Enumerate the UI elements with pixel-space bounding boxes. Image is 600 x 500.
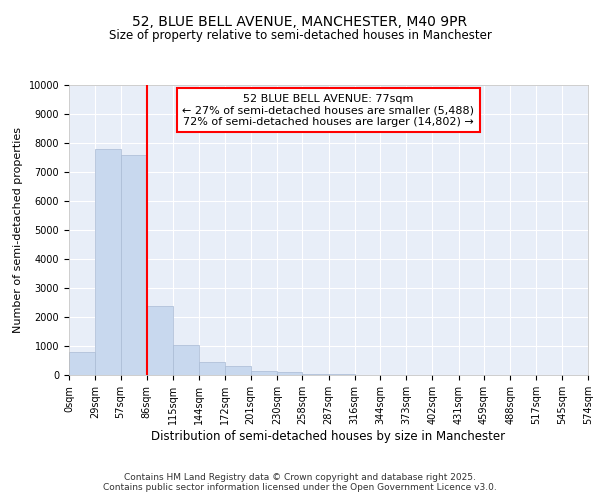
Bar — [302, 374, 329, 375]
Bar — [121, 154, 147, 375]
Bar — [147, 306, 173, 375]
Bar — [329, 374, 355, 375]
Bar — [173, 346, 199, 375]
Text: 52 BLUE BELL AVENUE: 77sqm
← 27% of semi-detached houses are smaller (5,488)
72%: 52 BLUE BELL AVENUE: 77sqm ← 27% of semi… — [182, 94, 475, 127]
Bar — [69, 352, 95, 375]
Bar — [199, 362, 224, 375]
X-axis label: Distribution of semi-detached houses by size in Manchester: Distribution of semi-detached houses by … — [151, 430, 506, 442]
Bar — [251, 371, 277, 375]
Text: Size of property relative to semi-detached houses in Manchester: Size of property relative to semi-detach… — [109, 30, 491, 43]
Bar — [224, 366, 251, 375]
Text: 52, BLUE BELL AVENUE, MANCHESTER, M40 9PR: 52, BLUE BELL AVENUE, MANCHESTER, M40 9P… — [133, 16, 467, 30]
Y-axis label: Number of semi-detached properties: Number of semi-detached properties — [13, 127, 23, 333]
Bar — [95, 149, 121, 375]
Bar — [277, 372, 302, 375]
Text: Contains HM Land Registry data © Crown copyright and database right 2025.
Contai: Contains HM Land Registry data © Crown c… — [103, 473, 497, 492]
